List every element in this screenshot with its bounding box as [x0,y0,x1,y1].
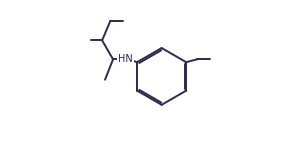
Text: HN: HN [118,54,133,64]
